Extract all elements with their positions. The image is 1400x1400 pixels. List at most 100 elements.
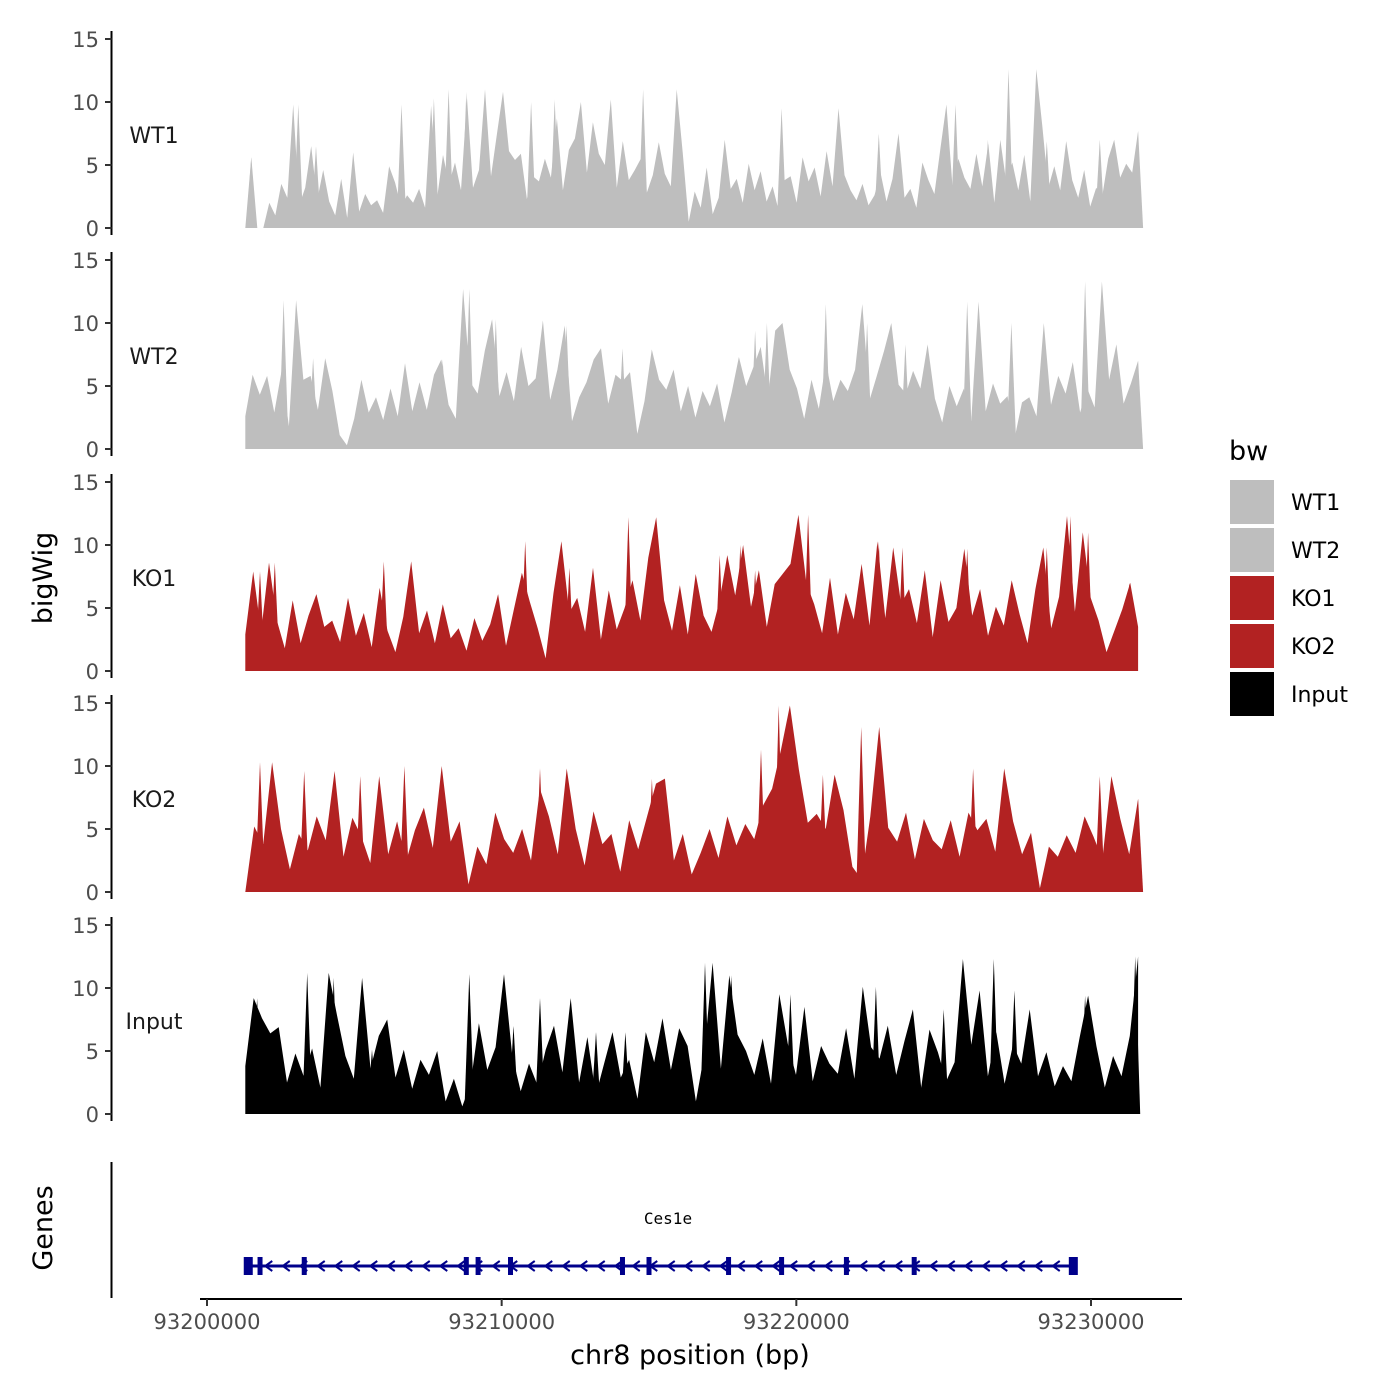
gene-strand-arrow-31 xyxy=(806,1260,816,1272)
peak-input-1 xyxy=(272,1027,283,1114)
peak-input-0 xyxy=(252,998,263,1114)
peak-wt2-6 xyxy=(561,325,572,449)
peak-wt2-16 xyxy=(1080,281,1091,449)
peak-ko1-16 xyxy=(1124,582,1135,671)
gene-track: Ces1e xyxy=(110,1162,1078,1298)
area-wt2 xyxy=(245,281,1139,449)
peak-input-3 xyxy=(328,977,339,1114)
track-wt1: 0 5 10 15 WT1 xyxy=(72,28,1144,241)
peak-wt2-14 xyxy=(962,301,973,449)
peak-ko1-14 xyxy=(1065,516,1076,671)
gene-strand-arrow-6 xyxy=(368,1260,378,1272)
peak-input-10 xyxy=(700,962,710,1114)
peak-wt2-13 xyxy=(900,344,911,449)
peak-wt1-9 xyxy=(549,99,560,228)
gene-exon-2 xyxy=(301,1257,307,1275)
gene-strand-arrow-45 xyxy=(1051,1260,1061,1272)
genes-axis-title: Genes xyxy=(28,1185,59,1270)
peak-wt1-5 xyxy=(443,89,454,229)
y-tick-label-wt1-5: 5 xyxy=(86,154,99,178)
peak-ko2-6 xyxy=(756,749,766,892)
y-tick-label-ko2-15: 15 xyxy=(72,692,99,716)
legend-key-ko1 xyxy=(1230,576,1274,620)
peak-ko1-7 xyxy=(735,545,746,671)
y-tick-label-input-5: 5 xyxy=(86,1040,99,1064)
gene-exon-3 xyxy=(463,1257,469,1275)
peak-wt2-3 xyxy=(464,289,475,449)
area-wt1 xyxy=(245,69,1139,228)
gene-strand-arrow-0 xyxy=(263,1260,273,1272)
gene-strand-arrow-3 xyxy=(316,1260,326,1272)
gene-exon-0 xyxy=(243,1257,253,1275)
gene-strand-arrow-42 xyxy=(998,1260,1008,1272)
peak-ko2-8 xyxy=(817,774,828,892)
peak-input-11 xyxy=(726,975,737,1114)
gene-strand-arrow-24 xyxy=(683,1260,693,1272)
y-tick-label-wt2-10: 10 xyxy=(72,312,99,336)
peak-ko2-10 xyxy=(968,768,979,892)
gene-strand-arrow-23 xyxy=(666,1260,676,1272)
area-ko2 xyxy=(245,705,1139,892)
peak-ko1-13 xyxy=(1041,547,1052,671)
gene-strand-arrow-25 xyxy=(701,1260,711,1272)
gene-strand-arrow-18 xyxy=(578,1260,588,1272)
peak-input-16 xyxy=(1009,990,1020,1114)
peak-input-18 xyxy=(1130,956,1141,1114)
gene-strand-arrow-35 xyxy=(876,1260,886,1272)
peak-ko2-9 xyxy=(856,726,867,892)
peak-wt1-10 xyxy=(638,89,649,229)
peak-wt1-11 xyxy=(673,139,684,228)
y-tick-label-wt2-0: 0 xyxy=(86,438,99,462)
peak-ko2-5 xyxy=(646,778,657,892)
track-label-wt1: WT1 xyxy=(129,124,178,149)
peak-input-9 xyxy=(620,1032,631,1114)
legend-title: bw xyxy=(1229,436,1268,467)
legend-key-wt1 xyxy=(1230,480,1274,524)
x-ticks: 93200000 93210000 93220000 93230000 xyxy=(154,1299,1144,1334)
gene-strand-arrow-41 xyxy=(981,1260,991,1272)
y-axis-title: bigWig xyxy=(28,532,59,625)
peak-input-12 xyxy=(785,994,796,1114)
peak-wt1-14 xyxy=(950,104,961,228)
peak-ko1-12 xyxy=(962,548,973,671)
gene-strand-arrow-16 xyxy=(543,1260,553,1272)
y-tick-label-ko1-15: 15 xyxy=(72,471,99,495)
y-tick-label-input-10: 10 xyxy=(72,977,99,1001)
peak-wt1-13 xyxy=(873,133,884,228)
peak-ko2-11 xyxy=(1094,776,1105,892)
track-label-wt2: WT2 xyxy=(129,345,178,370)
gene-exon-9 xyxy=(779,1257,785,1275)
legend-key-wt2 xyxy=(1230,528,1274,572)
gene-name-label: Ces1e xyxy=(644,1209,692,1228)
x-tick-label-93220000: 93220000 xyxy=(743,1310,850,1334)
gene-strand-arrow-9 xyxy=(421,1260,431,1272)
peak-wt1-18 xyxy=(1094,139,1105,228)
y-tick-label-ko1-10: 10 xyxy=(72,534,99,558)
peak-ko2-0 xyxy=(255,762,265,892)
gene-strand-arrow-8 xyxy=(403,1260,413,1272)
y-tick-label-input-0: 0 xyxy=(86,1103,99,1127)
gene-exon-1 xyxy=(257,1257,263,1275)
peak-wt1-4 xyxy=(428,98,439,228)
gene-strand-arrow-17 xyxy=(561,1260,571,1272)
peak-ko1-1 xyxy=(269,562,280,671)
peak-wt2-8 xyxy=(646,349,657,449)
area-ko1 xyxy=(245,514,1139,671)
peak-wt1-2 xyxy=(311,146,321,228)
peak-ko1-15 xyxy=(1083,532,1094,671)
legend-label-wt2: WT2 xyxy=(1291,539,1340,564)
legend-key-input xyxy=(1230,672,1274,716)
gene-strand-arrow-4 xyxy=(333,1260,343,1272)
gene-strand-arrow-27 xyxy=(736,1260,746,1272)
peak-input-14 xyxy=(938,1009,949,1114)
peak-ko1-6 xyxy=(714,555,725,671)
peak-ko2-7 xyxy=(773,705,784,892)
peak-ko1-9 xyxy=(803,514,814,671)
peak-wt1-1 xyxy=(293,104,304,228)
peak-input-17 xyxy=(1080,995,1091,1114)
peak-wt1-6 xyxy=(461,91,472,229)
y-tick-label-wt1-15: 15 xyxy=(72,28,99,52)
peak-input-13 xyxy=(870,986,881,1114)
peak-wt2-7 xyxy=(617,348,628,449)
